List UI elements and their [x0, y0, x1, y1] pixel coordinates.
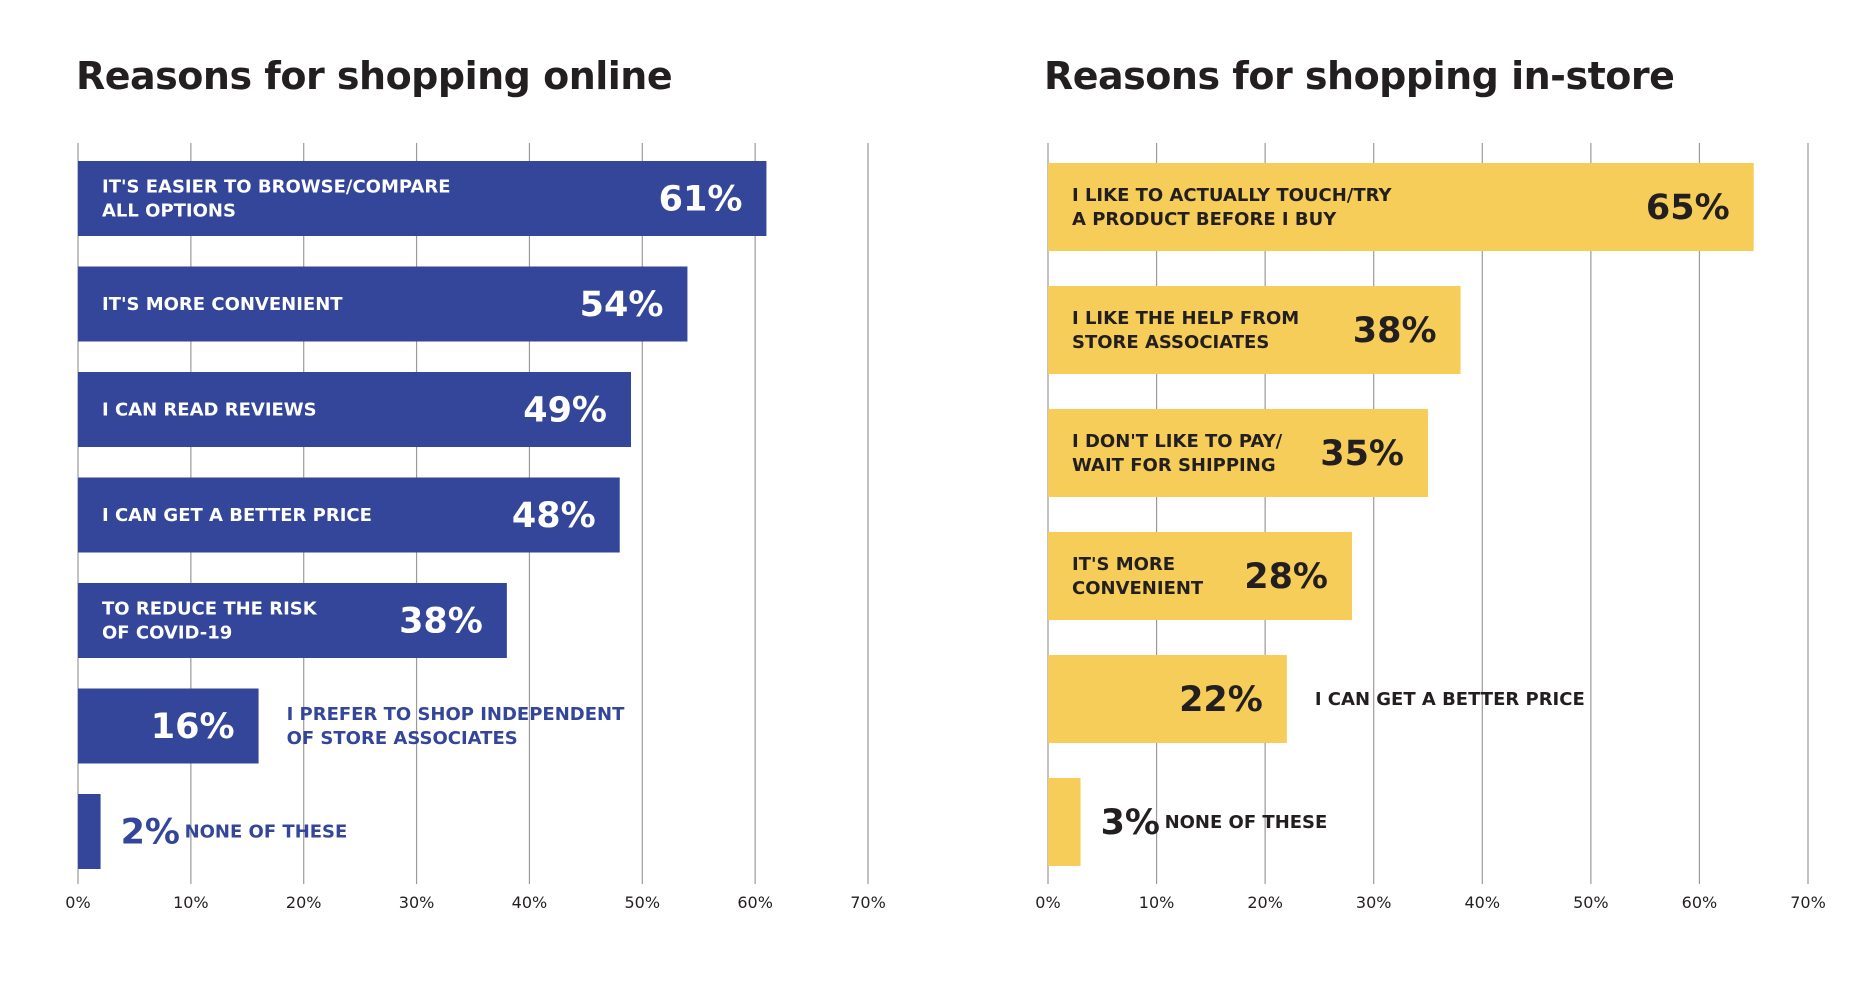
value-label-instore-4: 22% [1179, 680, 1263, 720]
value-label-instore-3: 28% [1244, 557, 1328, 597]
value-label-instore-5: 3% [1101, 803, 1160, 843]
bar-label-online-6: NONE OF THESE [185, 822, 348, 843]
bar-instore-4 [1048, 655, 1287, 743]
bar-label-instore-0: I LIKE TO ACTUALLY TOUCH/TRY A PRODUCT BE… [1072, 185, 1393, 230]
tick-label-instore-6: 60% [1682, 893, 1718, 912]
bar-instore-1 [1048, 286, 1461, 374]
tick-label-online-4: 40% [512, 893, 548, 912]
bar-label-instore-2: I DON'T LIKE TO PAY/WAIT FOR SHIPPING [1072, 431, 1283, 476]
tick-label-instore-2: 20% [1247, 893, 1283, 912]
tick-label-online-3: 30% [399, 893, 435, 912]
bar-label-online-3: I CAN GET A BETTER PRICE [102, 505, 372, 526]
bar-instore-3 [1048, 532, 1352, 620]
bar-label-instore-4: I CAN GET A BETTER PRICE [1315, 689, 1585, 710]
bar-label-online-2: I CAN READ REVIEWS [102, 400, 317, 421]
bar-label-instore-5: NONE OF THESE [1165, 812, 1328, 833]
bar-online-4 [78, 583, 507, 658]
tick-label-instore-5: 50% [1573, 893, 1609, 912]
value-label-instore-1: 38% [1353, 311, 1437, 351]
bar-instore-0 [1048, 163, 1754, 251]
chart-title-online: Reasons for shopping online [76, 54, 673, 98]
tick-label-online-1: 10% [173, 893, 209, 912]
bar-label-instore-1: I LIKE THE HELP FROM STORE ASSOCIATES [1072, 308, 1299, 353]
value-label-online-5: 16% [151, 707, 235, 747]
bar-label-online-1: IT'S MORE CONVENIENT [102, 294, 343, 315]
value-label-online-0: 61% [659, 180, 743, 220]
value-label-online-4: 38% [399, 602, 483, 642]
tick-label-online-0: 0% [65, 893, 90, 912]
bar-label-online-5: I PREFER TO SHOP INDEPENDENT OF STORE ASS… [287, 704, 626, 749]
bar-instore-2 [1048, 409, 1428, 497]
chart-title-instore: Reasons for shopping in-store [1044, 54, 1675, 98]
bar-instore-5 [1048, 778, 1081, 866]
value-label-online-1: 54% [580, 285, 664, 325]
bar-online-1 [78, 266, 688, 342]
tick-label-online-5: 50% [625, 893, 661, 912]
bar-label-online-4: TO REDUCE THE RISK OF COVID-19 [102, 599, 318, 644]
bar-online-6 [78, 794, 101, 869]
tick-label-online-2: 20% [286, 893, 322, 912]
tick-label-instore-4: 40% [1465, 893, 1501, 912]
value-label-instore-0: 65% [1646, 188, 1730, 228]
tick-label-instore-7: 70% [1790, 893, 1826, 912]
bar-label-online-0: IT'S EASIER TO BROWSE/COMPARE ALL OPTIONS [102, 177, 451, 222]
tick-label-online-7: 70% [850, 893, 886, 912]
bar-online-5 [78, 688, 259, 764]
value-label-instore-2: 35% [1320, 434, 1404, 474]
value-label-online-3: 48% [512, 496, 596, 536]
bar-online-2 [78, 372, 631, 447]
tick-label-online-6: 60% [737, 893, 773, 912]
tick-label-instore-0: 0% [1035, 893, 1060, 912]
tick-label-instore-3: 30% [1356, 893, 1392, 912]
value-label-online-6: 2% [121, 813, 180, 853]
tick-label-instore-1: 10% [1139, 893, 1175, 912]
bar-online-0 [78, 161, 767, 236]
bar-label-instore-3: IT'S MORE CONVENIENT [1072, 554, 1204, 599]
value-label-online-2: 49% [523, 391, 607, 431]
bar-online-3 [78, 477, 620, 553]
